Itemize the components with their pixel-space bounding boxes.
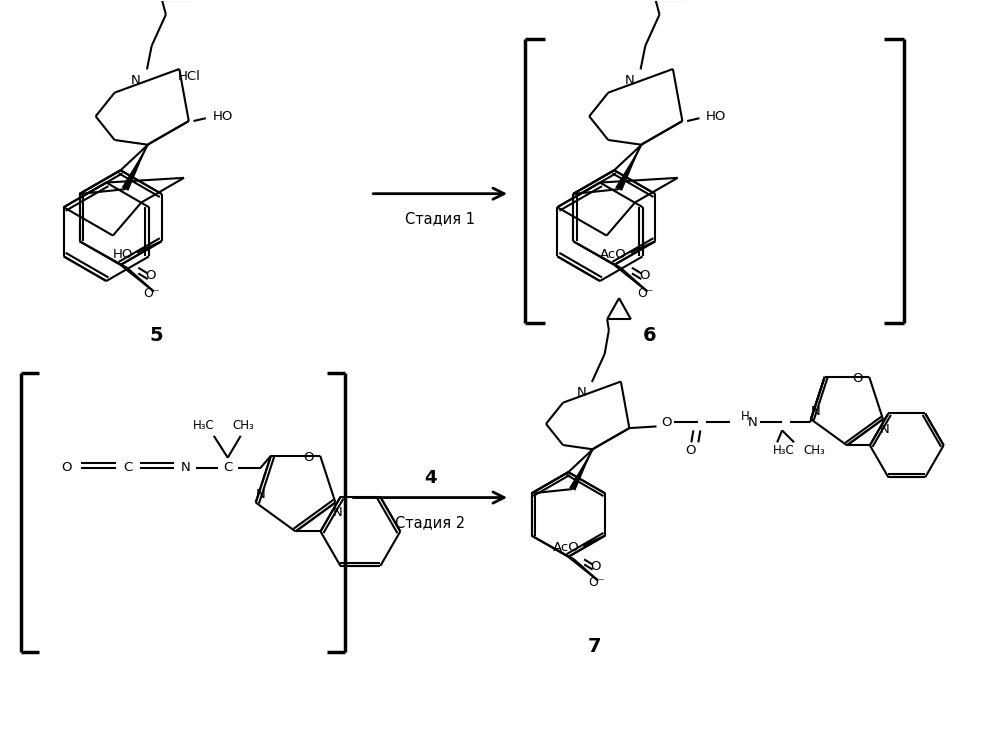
Text: O⁻: O⁻ [637, 287, 654, 300]
Text: N: N [181, 461, 191, 474]
Text: CH₃: CH₃ [803, 444, 825, 457]
Text: H₃C: H₃C [193, 419, 215, 432]
Polygon shape [569, 450, 593, 491]
Text: O⁻: O⁻ [144, 287, 160, 300]
Polygon shape [615, 145, 641, 191]
Text: N: N [333, 506, 342, 519]
Text: Стадия 1: Стадия 1 [405, 211, 475, 226]
Text: N: N [624, 75, 634, 87]
Text: HO: HO [113, 248, 133, 261]
Text: Стадия 2: Стадия 2 [395, 515, 465, 530]
Text: N: N [577, 386, 587, 398]
Text: N: N [811, 404, 821, 418]
Text: 5: 5 [149, 325, 163, 345]
Text: CH₃: CH₃ [233, 419, 255, 432]
Text: O: O [303, 451, 313, 464]
Text: C: C [223, 461, 232, 474]
Text: C: C [123, 461, 133, 474]
Text: N: N [747, 416, 757, 429]
Text: N: N [131, 75, 140, 87]
Text: H: H [741, 410, 750, 423]
Polygon shape [122, 145, 148, 191]
Text: H₃C: H₃C [773, 444, 795, 457]
Text: O: O [145, 269, 156, 282]
Text: O: O [852, 372, 862, 386]
Text: 4: 4 [424, 468, 436, 486]
Text: HO: HO [212, 110, 233, 123]
Text: 6: 6 [643, 325, 656, 345]
Text: O: O [590, 559, 600, 572]
Text: 7: 7 [588, 638, 601, 657]
Text: O: O [685, 444, 696, 457]
Text: N: N [256, 488, 266, 501]
Text: N: N [880, 422, 890, 436]
Text: O⁻: O⁻ [588, 576, 605, 589]
Text: AcO: AcO [553, 541, 580, 554]
Text: O: O [661, 416, 672, 429]
Text: AcO: AcO [600, 248, 627, 261]
Text: HCl: HCl [178, 69, 201, 83]
Text: HO: HO [706, 110, 726, 123]
Text: O: O [639, 269, 649, 282]
Text: O: O [61, 461, 71, 474]
